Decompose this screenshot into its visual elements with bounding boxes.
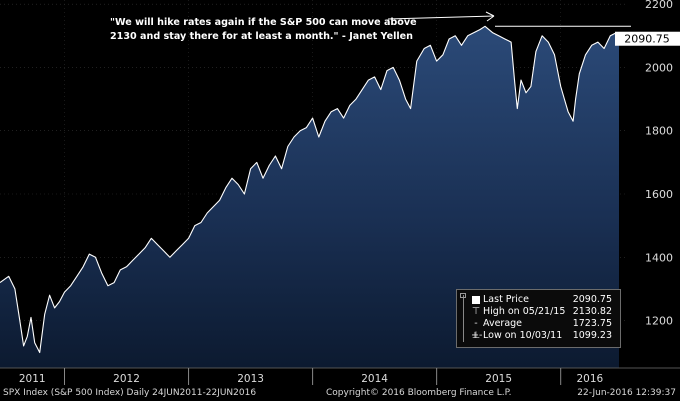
legend-box: Last Price 2090.75 ⊤ High on 05/21/15 21… <box>456 289 621 348</box>
x-tick-label: 2013 <box>237 373 264 385</box>
yellen-quote: "We will hike rates again if the S&P 500… <box>110 16 440 44</box>
footer-timestamp: 22-Jun-2016 12:39:37 <box>577 388 676 398</box>
legend-value: 2090.75 <box>572 294 612 305</box>
last-price-swatch <box>472 296 480 304</box>
legend-row-high: ⊤ High on 05/21/15 2130.82 <box>457 306 620 318</box>
legend-row-average: -+- Average 1723.75 <box>457 318 620 341</box>
legend-label: High on 05/21/15 <box>483 306 566 317</box>
price-area <box>0 26 619 369</box>
legend-rail <box>463 295 464 342</box>
area-layer <box>0 25 620 369</box>
y-tick-label: 2200 <box>645 0 673 11</box>
legend-label: Average <box>483 318 523 329</box>
quote-line-1: "We will hike rates again if the S&P 500… <box>110 17 417 28</box>
footer-bar: SPX Index (S&P 500 Index) Daily 24JUN201… <box>0 385 680 401</box>
x-tick-label: 2012 <box>113 373 140 385</box>
last-price-tag <box>615 31 680 46</box>
footer-security: SPX Index (S&P 500 Index) Daily 24JUN201… <box>3 388 257 398</box>
y-tick-label: 1600 <box>645 188 673 201</box>
low-marker-icon: ⊥ <box>471 330 481 341</box>
high-marker-icon: ⊤ <box>471 306 481 317</box>
price-line <box>0 25 620 354</box>
y-tick-label: 1400 <box>645 251 673 264</box>
legend-row-low: ⊥ Low on 10/03/11 1099.23 <box>457 330 620 342</box>
legend-label: Low on 10/03/11 <box>483 330 563 341</box>
y-tick-label: 1800 <box>645 125 673 138</box>
y-tick-label: 1200 <box>645 315 673 328</box>
x-tick-label: 2015 <box>485 373 512 385</box>
last-price-tag-label: 2090.75 <box>624 33 670 46</box>
x-tick-label: 2016 <box>576 373 603 385</box>
legend-label: Last Price <box>483 294 529 305</box>
quote-arrow-head <box>485 11 495 22</box>
legend-row-last-price: Last Price 2090.75 <box>457 294 620 306</box>
legend-value: 1099.23 <box>572 330 612 341</box>
x-tick-label: 2014 <box>361 373 388 385</box>
legend-value: 1723.75 <box>572 318 612 329</box>
quote-line-2: 2130 and stay there for at least a month… <box>110 31 414 42</box>
average-marker-icon: -+- <box>471 318 483 341</box>
axis-layer: 1200 1400 1600 1800 2000 2200 2011 2012 2013 2014… <box>0 0 680 385</box>
footer-copyright: Copyright© 2016 Bloomberg Finance L.P. <box>326 388 512 398</box>
x-tick-label: 2011 <box>19 373 46 385</box>
quote-arrow-line <box>387 15 495 20</box>
legend-rail-cap <box>460 293 466 298</box>
y-tick-label: 2000 <box>645 61 673 74</box>
legend-value: 2130.82 <box>572 306 612 317</box>
